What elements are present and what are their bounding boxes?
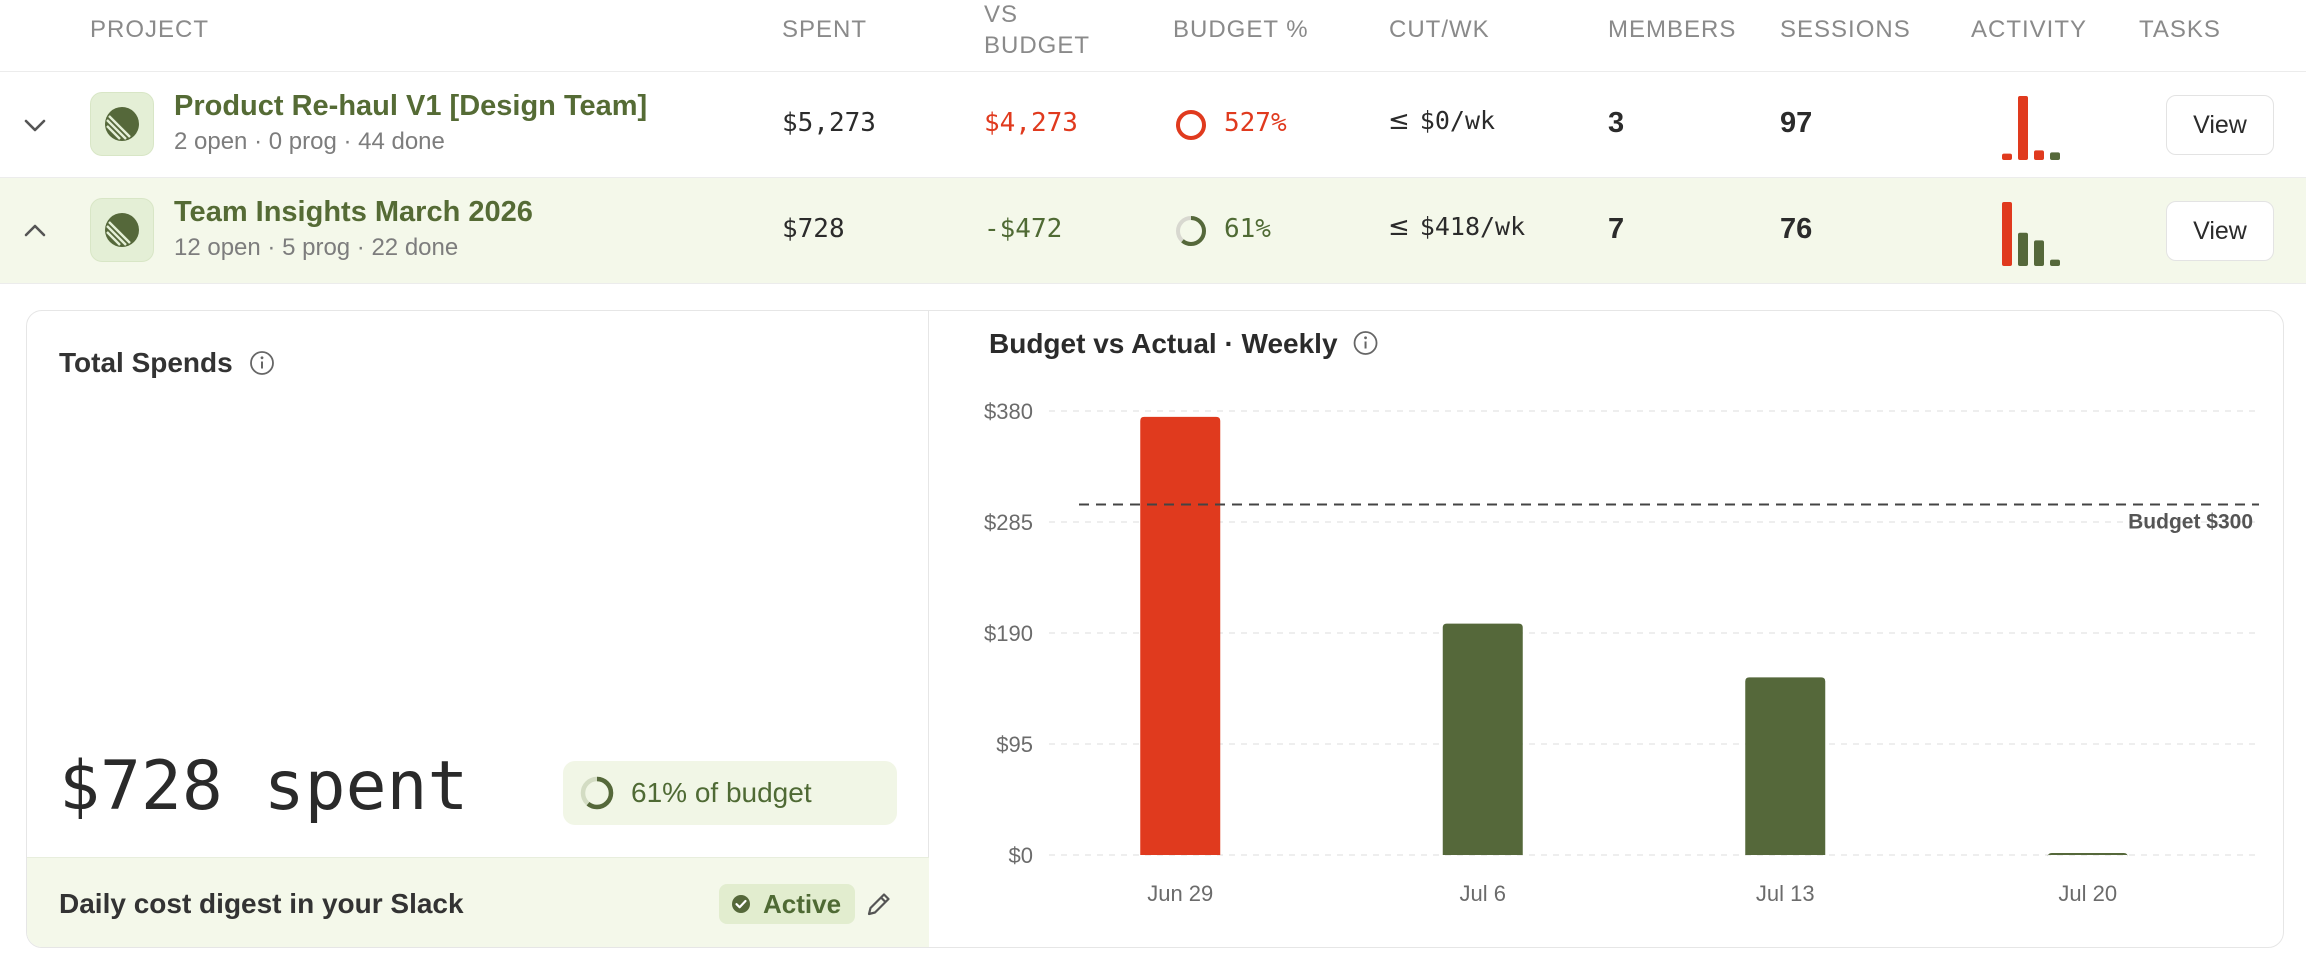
info-icon[interactable] bbox=[249, 350, 275, 376]
y-tick-label: $380 bbox=[984, 399, 1033, 424]
activity-bar bbox=[2050, 152, 2060, 160]
activity-bar bbox=[2018, 232, 2028, 266]
chart-title: Budget vs Actual · Weekly bbox=[989, 328, 1338, 359]
budget-line-label: Budget $300 bbox=[2128, 510, 2253, 533]
col-members[interactable]: MEMBERS bbox=[1608, 16, 1737, 43]
view-tasks-button[interactable]: View bbox=[2166, 201, 2274, 261]
vs-budget-value: $4,273 bbox=[984, 108, 1078, 138]
chevron-up-icon[interactable] bbox=[20, 216, 50, 246]
project-logo-icon bbox=[90, 198, 154, 262]
y-tick-label: $95 bbox=[996, 732, 1033, 757]
bar-jul-13[interactable] bbox=[1745, 677, 1826, 855]
activity-sparkline bbox=[2002, 202, 2060, 266]
project-title[interactable]: Product Re-haul V1 [Design Team] bbox=[174, 90, 648, 122]
activity-bar bbox=[2034, 240, 2044, 266]
total-spends-heading: Total Spends bbox=[59, 347, 275, 379]
bar-jul-6[interactable] bbox=[1442, 623, 1523, 855]
col-project[interactable]: PROJECT bbox=[90, 16, 210, 43]
x-tick-label: Jun 29 bbox=[1147, 881, 1213, 906]
sessions-count: 76 bbox=[1780, 213, 1813, 245]
project-title[interactable]: Team Insights March 2026 bbox=[174, 196, 533, 228]
table-header: PROJECT SPENT VS BUDGET BUDGET % CUT/WK … bbox=[0, 0, 2306, 72]
activity-bar bbox=[2002, 153, 2012, 160]
budget-pct-value: 61% bbox=[1224, 214, 1271, 244]
total-spent-amount: $728 spent bbox=[59, 747, 469, 826]
view-tasks-button[interactable]: View bbox=[2166, 95, 2274, 155]
x-tick-label: Jul 13 bbox=[1756, 881, 1815, 906]
info-icon[interactable] bbox=[1353, 331, 1378, 355]
y-tick-label: $190 bbox=[984, 621, 1033, 646]
cut-per-week-value: $0/wk bbox=[1419, 106, 1496, 135]
spent-value: $5,273 bbox=[782, 108, 876, 138]
edit-pencil-icon[interactable] bbox=[863, 888, 895, 920]
col-budget-pct[interactable]: BUDGET % bbox=[1173, 16, 1309, 43]
budget-vs-actual-chart: Budget vs Actual · Weekly $0 $95 $190 $285 $… bbox=[984, 328, 2259, 906]
spent-value: $728 bbox=[782, 214, 845, 244]
chevron-down-icon[interactable] bbox=[20, 110, 50, 140]
members-count: 7 bbox=[1608, 213, 1625, 245]
col-sessions[interactable]: SESSIONS bbox=[1780, 16, 1911, 43]
status-label: Active bbox=[763, 888, 842, 919]
members-count: 3 bbox=[1608, 107, 1625, 139]
cut-per-week-value: $418/wk bbox=[1419, 212, 1526, 241]
budget-ring-icon bbox=[580, 776, 614, 810]
less-equal-symbol: ≤ bbox=[1388, 106, 1410, 136]
budget-ring-icon bbox=[1176, 110, 1206, 140]
col-cut-wk[interactable]: CUT/WK bbox=[1389, 16, 1490, 43]
project-logo-icon bbox=[90, 92, 154, 156]
sessions-count: 97 bbox=[1780, 107, 1813, 139]
activity-bar bbox=[2034, 150, 2044, 160]
y-tick-label: $285 bbox=[984, 510, 1033, 535]
activity-sparkline bbox=[2002, 96, 2060, 160]
vs-budget-value: -$472 bbox=[984, 214, 1063, 244]
col-tasks[interactable]: TASKS bbox=[2139, 16, 2221, 43]
slack-digest-label: Daily cost digest in your Slack bbox=[59, 888, 464, 919]
total-spends-card: Total Spends $728 spent 61% of budget Da… bbox=[27, 311, 929, 947]
bar-jul-20[interactable] bbox=[2047, 853, 2128, 857]
activity-bar bbox=[2050, 259, 2060, 266]
budget-ring-icon bbox=[1176, 216, 1206, 246]
check-circle-icon bbox=[732, 895, 750, 913]
less-equal-symbol: ≤ bbox=[1388, 212, 1410, 242]
col-activity[interactable]: ACTIVITY bbox=[1971, 16, 2088, 43]
project-details-panel: Total Spends $728 spent 61% of budget Da… bbox=[26, 310, 2284, 948]
col-vs-budget-line2[interactable]: BUDGET bbox=[984, 32, 1091, 59]
slack-digest-bar: Daily cost digest in your Slack Active bbox=[27, 857, 929, 947]
table-row[interactable]: Team Insights March 2026 12 open · 5 pro… bbox=[0, 178, 2306, 284]
cut-per-week: ≤ $418/wk bbox=[1388, 212, 1525, 242]
status-badge[interactable]: Active bbox=[719, 884, 856, 924]
y-tick-label: $0 bbox=[1009, 843, 1033, 868]
project-task-summary: 2 open · 0 prog · 44 done bbox=[174, 128, 445, 155]
budget-pct-value: 527% bbox=[1224, 108, 1287, 138]
x-tick-label: Jul 6 bbox=[1460, 881, 1506, 906]
bar-jun-29[interactable] bbox=[1140, 416, 1221, 855]
activity-bar bbox=[2002, 202, 2012, 266]
total-spends-title: Total Spends bbox=[59, 347, 233, 378]
budget-progress-pill: 61% of budget bbox=[563, 761, 897, 825]
activity-bar bbox=[2018, 96, 2028, 160]
x-tick-label: Jul 20 bbox=[2058, 881, 2117, 906]
project-task-summary: 12 open · 5 prog · 22 done bbox=[174, 234, 459, 261]
budget-progress-text: 61% of budget bbox=[631, 777, 812, 808]
col-spent[interactable]: SPENT bbox=[782, 16, 868, 43]
table-row[interactable]: Product Re-haul V1 [Design Team] 2 open … bbox=[0, 72, 2306, 178]
col-vs-budget-line1[interactable]: VS bbox=[984, 1, 1019, 28]
cut-per-week: ≤ $0/wk bbox=[1388, 106, 1495, 136]
